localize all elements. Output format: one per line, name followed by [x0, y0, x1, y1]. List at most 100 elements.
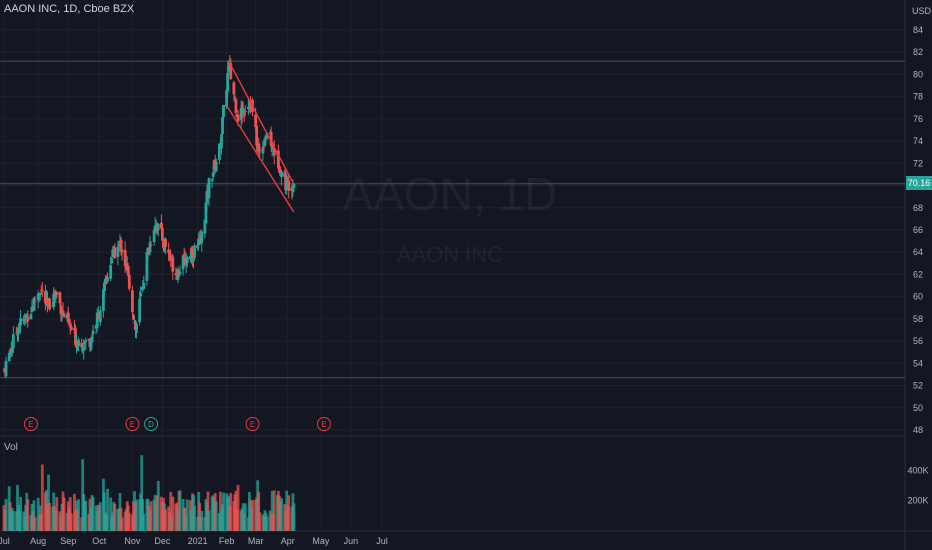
watermark-symbol: AAON, 1D: [343, 168, 558, 220]
candle-body: [59, 305, 63, 315]
candle-body: [225, 89, 229, 107]
candle-body: [117, 243, 121, 246]
price-tick: 50: [913, 403, 923, 413]
volume-bars: [2, 455, 296, 531]
candle-body: [269, 131, 273, 147]
candle-body: [258, 149, 262, 151]
candle-body: [29, 314, 33, 320]
candle-body: [156, 223, 160, 230]
candle-body: [19, 318, 22, 326]
volume-bar: [69, 513, 73, 531]
candle-body: [246, 106, 250, 109]
candle-body: [236, 114, 240, 122]
candle-body: [283, 172, 287, 177]
event-marker[interactable]: D: [144, 417, 159, 431]
volume-bar: [36, 497, 40, 531]
candle-body: [291, 184, 295, 193]
event-label: E: [130, 420, 135, 429]
volume-bar: [91, 497, 95, 531]
channel-line: [226, 105, 295, 213]
volume-bar: [156, 480, 160, 531]
candle-body: [154, 224, 158, 229]
volume-bar: [33, 517, 37, 531]
candle-body: [123, 250, 127, 267]
price-axis[interactable]: 84828078767472706866646260585654525048: [913, 25, 923, 435]
candle-body: [106, 277, 109, 282]
candle-body: [280, 171, 283, 177]
candle-body: [214, 162, 218, 172]
channel-lines[interactable]: [226, 60, 295, 213]
volume-bar: [257, 492, 261, 531]
candle-body: [91, 330, 95, 335]
event-marker[interactable]: E: [125, 417, 140, 431]
candle-body: [83, 340, 87, 345]
volume-bar: [19, 496, 22, 531]
price-tick: 48: [913, 425, 923, 435]
event-circle: [144, 417, 159, 431]
volume-bar: [265, 516, 269, 531]
time-tick: Nov: [124, 536, 141, 546]
candle-body: [131, 290, 134, 312]
volume-bar: [280, 498, 283, 531]
candle-body: [40, 290, 44, 292]
time-tick: Jul: [376, 536, 388, 546]
price-tick: 72: [913, 158, 923, 168]
volume-bar: [198, 502, 202, 531]
event-circle: [23, 417, 38, 431]
volume-bar: [222, 492, 225, 531]
price-tick: 82: [913, 47, 923, 57]
candle-body: [103, 282, 106, 292]
candle-body: [127, 274, 131, 289]
volume-bar: [135, 499, 138, 531]
candle-body: [67, 319, 71, 323]
volume-bar: [55, 497, 59, 531]
candle-body: [90, 336, 94, 343]
candle-body: [116, 246, 120, 257]
volume-bar: [164, 509, 167, 531]
candle-body: [60, 313, 64, 316]
time-axis[interactable]: Jul Aug Sep Oct Nov Dec 2021 Feb Mar Apr May Jun Jul: [0, 536, 388, 546]
watermark-name: AAON INC: [397, 242, 503, 267]
candle-body: [192, 257, 195, 261]
candle-body: [211, 172, 215, 177]
candle-body: [89, 339, 93, 350]
candle-body: [62, 313, 66, 317]
time-tick: Jul: [0, 536, 10, 546]
candle-body: [48, 298, 51, 310]
volume-bar: [251, 499, 254, 531]
candle-body: [277, 150, 280, 169]
candle-body: [68, 325, 72, 328]
price-tick: 58: [913, 314, 923, 324]
candle-body: [265, 133, 269, 139]
price-tick: 84: [913, 25, 923, 35]
price-tick: 78: [913, 92, 923, 102]
candle-body: [193, 245, 196, 259]
candle-body: [286, 178, 290, 181]
event-marker[interactable]: E: [245, 417, 260, 431]
candle-body: [58, 292, 62, 304]
candle-body: [229, 62, 233, 79]
event-marker[interactable]: E: [23, 417, 38, 431]
candle-body: [119, 239, 123, 249]
candle-body: [285, 178, 289, 189]
candle-body: [263, 140, 267, 146]
volume-bar: [287, 495, 291, 531]
candle-body: [183, 258, 187, 265]
event-label: D: [148, 420, 154, 429]
volume-bar: [140, 455, 144, 531]
candle-body: [4, 361, 8, 377]
candle-body: [149, 244, 153, 246]
time-tick: Dec: [154, 536, 171, 546]
candle-body: [243, 110, 247, 113]
event-marker[interactable]: E: [316, 417, 331, 431]
volume-bar: [48, 502, 51, 531]
candle-body: [80, 342, 84, 348]
candle-body: [126, 266, 130, 274]
candle-body: [287, 180, 291, 191]
volume-tick: 400K: [907, 465, 928, 475]
volume-bar: [149, 501, 153, 531]
volume-bar: [229, 492, 233, 531]
candle-body: [255, 125, 259, 146]
